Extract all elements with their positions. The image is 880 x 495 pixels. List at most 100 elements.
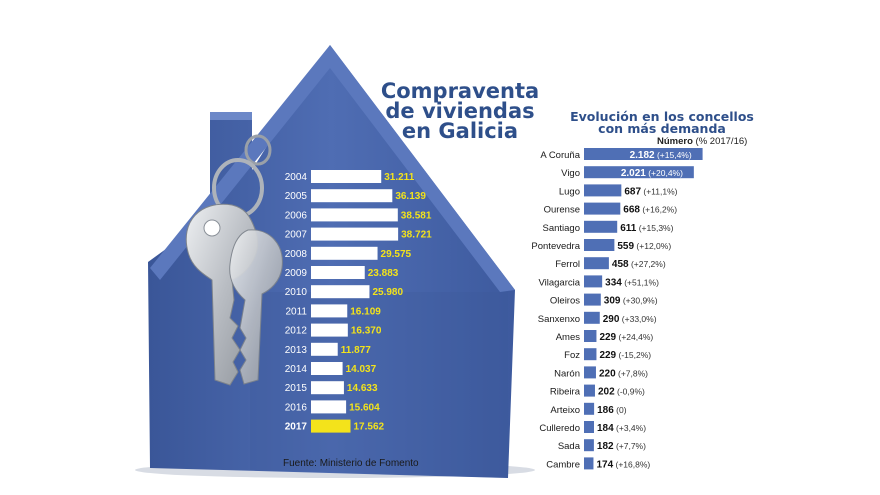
year-label: 2014 bbox=[285, 364, 308, 375]
column-header-note: (% 2017/16) bbox=[695, 136, 748, 147]
title-line-3: en Galicia bbox=[401, 119, 519, 143]
year-label: 2012 bbox=[285, 326, 308, 337]
year-label: 2005 bbox=[285, 191, 308, 202]
city-bar bbox=[584, 366, 596, 379]
city-label: Ferrol bbox=[555, 259, 580, 270]
title-line-1: Compraventa bbox=[380, 79, 540, 103]
city-change: (+16,8%) bbox=[613, 459, 650, 469]
city-change: (+7,8%) bbox=[616, 368, 649, 378]
year-label: 2006 bbox=[285, 210, 308, 221]
city-label: Cambre bbox=[546, 459, 580, 470]
city-bar bbox=[584, 148, 703, 160]
city-change: (+15,4%) bbox=[655, 150, 692, 160]
year-bar bbox=[311, 304, 348, 318]
city-value-label: 290 (+33,0%) bbox=[603, 314, 657, 325]
city-bar bbox=[584, 220, 618, 233]
city-value: 668 bbox=[623, 205, 640, 216]
city-bar bbox=[584, 421, 594, 433]
year-value-label: 16.109 bbox=[350, 306, 381, 317]
city-label: Ames bbox=[556, 332, 581, 343]
city-bar bbox=[584, 293, 601, 306]
year-value-label: 29.575 bbox=[381, 249, 412, 260]
city-value-label: 174 (+16,8%) bbox=[596, 459, 650, 470]
year-label: 2008 bbox=[285, 249, 308, 260]
city-value: 559 bbox=[617, 241, 634, 252]
city-value: 184 bbox=[597, 423, 614, 434]
city-label: Ourense bbox=[544, 205, 580, 216]
city-change: (+51,1%) bbox=[622, 277, 659, 287]
year-bar bbox=[311, 170, 382, 183]
year-bar bbox=[311, 189, 393, 203]
city-label: Sada bbox=[558, 441, 581, 452]
year-label: 2017 bbox=[285, 422, 308, 433]
city-value: 182 bbox=[597, 441, 614, 452]
city-bar bbox=[584, 402, 595, 415]
year-value-label: 36.139 bbox=[395, 191, 426, 202]
city-bar bbox=[584, 184, 622, 197]
year-bar bbox=[311, 419, 351, 433]
year-value-label: 14.037 bbox=[346, 364, 377, 375]
city-change: (+16,2%) bbox=[640, 205, 677, 215]
year-value-label: 15.604 bbox=[349, 402, 380, 413]
city-bar bbox=[584, 348, 597, 361]
city-value: 611 bbox=[620, 223, 637, 234]
subtitle-line-1: Evolución en los concellos bbox=[570, 109, 754, 124]
year-value-label: 25.980 bbox=[372, 287, 403, 298]
city-label: Ribeira bbox=[550, 387, 581, 398]
city-value: 687 bbox=[624, 186, 641, 197]
year-value-label: 38.581 bbox=[401, 210, 432, 221]
city-value-label: 458 (+27,2%) bbox=[612, 259, 666, 270]
city-change: (+15,3%) bbox=[636, 223, 673, 233]
city-bar bbox=[584, 275, 603, 288]
city-value-label: 611 (+15,3%) bbox=[620, 223, 673, 234]
source-note: Fuente: Ministerio de Fomento bbox=[283, 458, 419, 469]
city-change: (+12,0%) bbox=[634, 241, 671, 251]
city-change: (+27,2%) bbox=[629, 259, 666, 269]
city-value-label: 229 (+24,4%) bbox=[599, 332, 653, 343]
city-change: (-0,9%) bbox=[615, 387, 645, 397]
city-value-label: 668 (+16,2%) bbox=[623, 205, 677, 216]
city-value: 186 bbox=[597, 405, 614, 416]
city-value: 229 bbox=[599, 350, 616, 361]
city-bar bbox=[584, 457, 594, 470]
city-value-label: 309 (+30,9%) bbox=[604, 296, 658, 307]
city-change: (+11,1%) bbox=[641, 186, 678, 196]
city-label: Oleiros bbox=[550, 296, 580, 307]
year-label: 2009 bbox=[285, 268, 308, 279]
year-bar bbox=[311, 246, 378, 260]
city-value-label: 2.182 (+15,4%) bbox=[630, 150, 692, 161]
year-label: 2013 bbox=[285, 345, 308, 356]
year-bar bbox=[311, 400, 347, 414]
city-value: 220 bbox=[599, 368, 616, 379]
city-label: Narón bbox=[554, 368, 580, 379]
city-bar bbox=[584, 439, 594, 452]
city-change: (+20,4%) bbox=[646, 168, 683, 178]
city-value: 309 bbox=[604, 296, 621, 307]
year-bar bbox=[311, 381, 344, 395]
column-header: Número (% 2017/16) bbox=[657, 136, 747, 147]
city-label: Pontevedra bbox=[531, 241, 580, 252]
city-value-label: 559 (+12,0%) bbox=[617, 241, 671, 252]
year-value-label: 11.877 bbox=[341, 345, 371, 356]
city-label: Culleredo bbox=[539, 423, 580, 434]
city-value-label: 220 (+7,8%) bbox=[599, 368, 648, 379]
city-change: (+24,4%) bbox=[616, 332, 653, 342]
subtitle-line-2: con más demanda bbox=[598, 121, 726, 136]
city-value-label: 202 (-0,9%) bbox=[598, 387, 645, 398]
title-line-2: de viviendas bbox=[385, 99, 535, 123]
city-bar bbox=[584, 384, 595, 397]
city-label: Sanxenxo bbox=[538, 314, 580, 325]
year-value-label: 14.633 bbox=[347, 383, 378, 394]
year-value-label: 17.562 bbox=[354, 422, 385, 433]
city-label: Arteixo bbox=[550, 405, 580, 416]
city-value-label: 687 (+11,1%) bbox=[624, 186, 677, 197]
year-bar bbox=[311, 266, 365, 279]
city-value: 2.021 bbox=[621, 168, 646, 179]
city-label: Lugo bbox=[559, 186, 580, 197]
year-label: 2015 bbox=[285, 383, 308, 394]
city-change: (+7,7%) bbox=[614, 441, 647, 451]
city-bar bbox=[584, 330, 597, 342]
city-change: (+30,9%) bbox=[620, 296, 657, 306]
